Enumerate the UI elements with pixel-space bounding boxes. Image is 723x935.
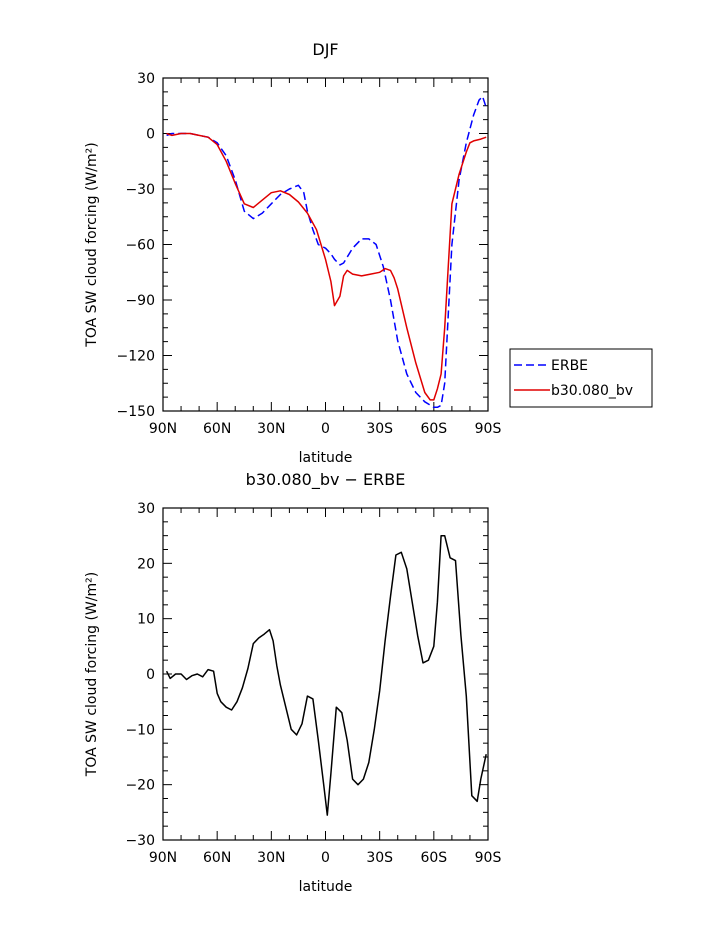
x-axis-label: latitude: [299, 879, 353, 895]
y-tick-label: −10: [125, 722, 155, 738]
y-tick-label: 30: [137, 501, 155, 517]
y-tick-label: −30: [125, 182, 155, 198]
y-tick-label: 10: [137, 612, 155, 628]
x-tick-label: 30S: [366, 421, 393, 437]
x-tick-label: 90S: [475, 850, 502, 866]
x-tick-label: 90N: [149, 421, 177, 437]
x-tick-label: 90S: [475, 421, 502, 437]
x-tick-label: 30S: [366, 850, 393, 866]
y-tick-label: −30: [125, 833, 155, 849]
y-tick-label: −90: [125, 293, 155, 309]
legend-box: [509, 348, 653, 408]
x-tick-label: 0: [321, 850, 330, 866]
y-tick-label: 30: [137, 71, 155, 87]
x-tick-label: 60N: [203, 850, 231, 866]
x-tick-label: 60N: [203, 421, 231, 437]
y-tick-label: 0: [146, 127, 155, 143]
legend-entry: b30.080_bv: [551, 383, 633, 399]
x-tick-label: 30N: [257, 421, 285, 437]
y-tick-label: −20: [125, 778, 155, 794]
y-tick-label: 0: [146, 667, 155, 683]
x-tick-label: 60S: [420, 421, 447, 437]
y-tick-label: −120: [117, 349, 155, 365]
chart-djf-cloud-forcing: 90N 60N 30N 0 30S 60S 90S −150 −120 −90 −60 −30 0 30 D…: [84, 40, 653, 466]
plot-frame: [162, 77, 489, 412]
y-tick-label: 20: [137, 556, 155, 572]
y-axis-label: TOA SW cloud forcing (W/m²): [84, 142, 100, 347]
x-tick-label: 0: [321, 421, 330, 437]
x-tick-label: 90N: [149, 850, 177, 866]
legend-entry: ERBE: [551, 358, 588, 374]
x-axis-label: latitude: [299, 450, 353, 466]
chart-title: b30.080_bv − ERBE: [246, 470, 406, 490]
legend: ERBE b30.080_bv: [509, 348, 653, 408]
series-line-erbe: [166, 95, 487, 409]
y-axis-label: TOA SW cloud forcing (W/m²): [84, 572, 100, 777]
series-line-b30-080-bv: [166, 132, 487, 401]
y-tick-label: −150: [117, 404, 155, 420]
series-line-difference: [165, 534, 487, 816]
chart-difference: 90N 60N 30N 0 30S 60S 90S −30 −20 −10 0 10 20 30 b30.0…: [84, 470, 501, 895]
y-tick-label: −60: [125, 238, 155, 254]
x-tick-label: 60S: [420, 850, 447, 866]
x-tick-label: 30N: [257, 850, 285, 866]
chart-title: DJF: [312, 40, 338, 59]
